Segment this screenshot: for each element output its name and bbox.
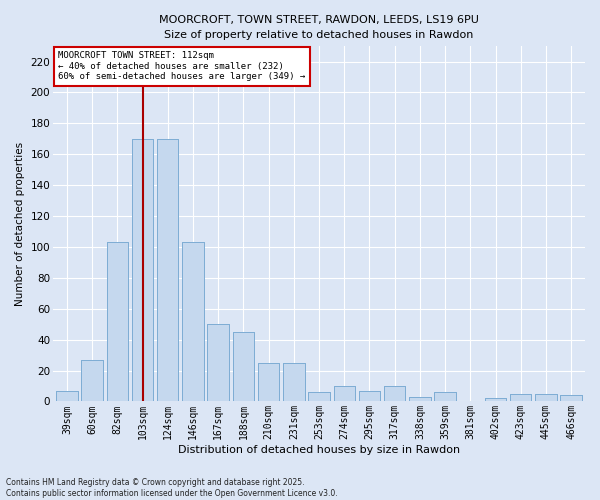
- Bar: [157, 139, 178, 402]
- X-axis label: Distribution of detached houses by size in Rawdon: Distribution of detached houses by size …: [178, 445, 460, 455]
- Bar: [359, 390, 380, 402]
- Bar: [56, 390, 77, 402]
- Bar: [233, 332, 254, 402]
- Bar: [485, 398, 506, 402]
- Bar: [434, 392, 456, 402]
- Bar: [535, 394, 557, 402]
- Title: MOORCROFT, TOWN STREET, RAWDON, LEEDS, LS19 6PU
Size of property relative to det: MOORCROFT, TOWN STREET, RAWDON, LEEDS, L…: [159, 15, 479, 40]
- Bar: [283, 363, 305, 402]
- Bar: [384, 386, 406, 402]
- Text: Contains HM Land Registry data © Crown copyright and database right 2025.
Contai: Contains HM Land Registry data © Crown c…: [6, 478, 338, 498]
- Bar: [359, 390, 380, 402]
- Bar: [308, 392, 330, 402]
- Bar: [208, 324, 229, 402]
- Bar: [560, 395, 582, 402]
- Bar: [409, 397, 431, 402]
- Bar: [485, 398, 506, 402]
- Bar: [132, 139, 153, 402]
- Bar: [107, 242, 128, 402]
- Bar: [182, 242, 204, 402]
- Bar: [233, 332, 254, 402]
- Bar: [208, 324, 229, 402]
- Bar: [182, 242, 204, 402]
- Bar: [510, 394, 532, 402]
- Bar: [258, 363, 280, 402]
- Y-axis label: Number of detached properties: Number of detached properties: [15, 142, 25, 306]
- Text: MOORCROFT TOWN STREET: 112sqm
← 40% of detached houses are smaller (232)
60% of : MOORCROFT TOWN STREET: 112sqm ← 40% of d…: [58, 52, 305, 82]
- Bar: [334, 386, 355, 402]
- Bar: [107, 242, 128, 402]
- Bar: [157, 139, 178, 402]
- Bar: [434, 392, 456, 402]
- Bar: [308, 392, 330, 402]
- Bar: [510, 394, 532, 402]
- Bar: [82, 360, 103, 402]
- Bar: [82, 360, 103, 402]
- Bar: [258, 363, 280, 402]
- Bar: [560, 395, 582, 402]
- Bar: [56, 390, 77, 402]
- Bar: [283, 363, 305, 402]
- Bar: [535, 394, 557, 402]
- Bar: [384, 386, 406, 402]
- Bar: [334, 386, 355, 402]
- Bar: [409, 397, 431, 402]
- Bar: [132, 139, 153, 402]
